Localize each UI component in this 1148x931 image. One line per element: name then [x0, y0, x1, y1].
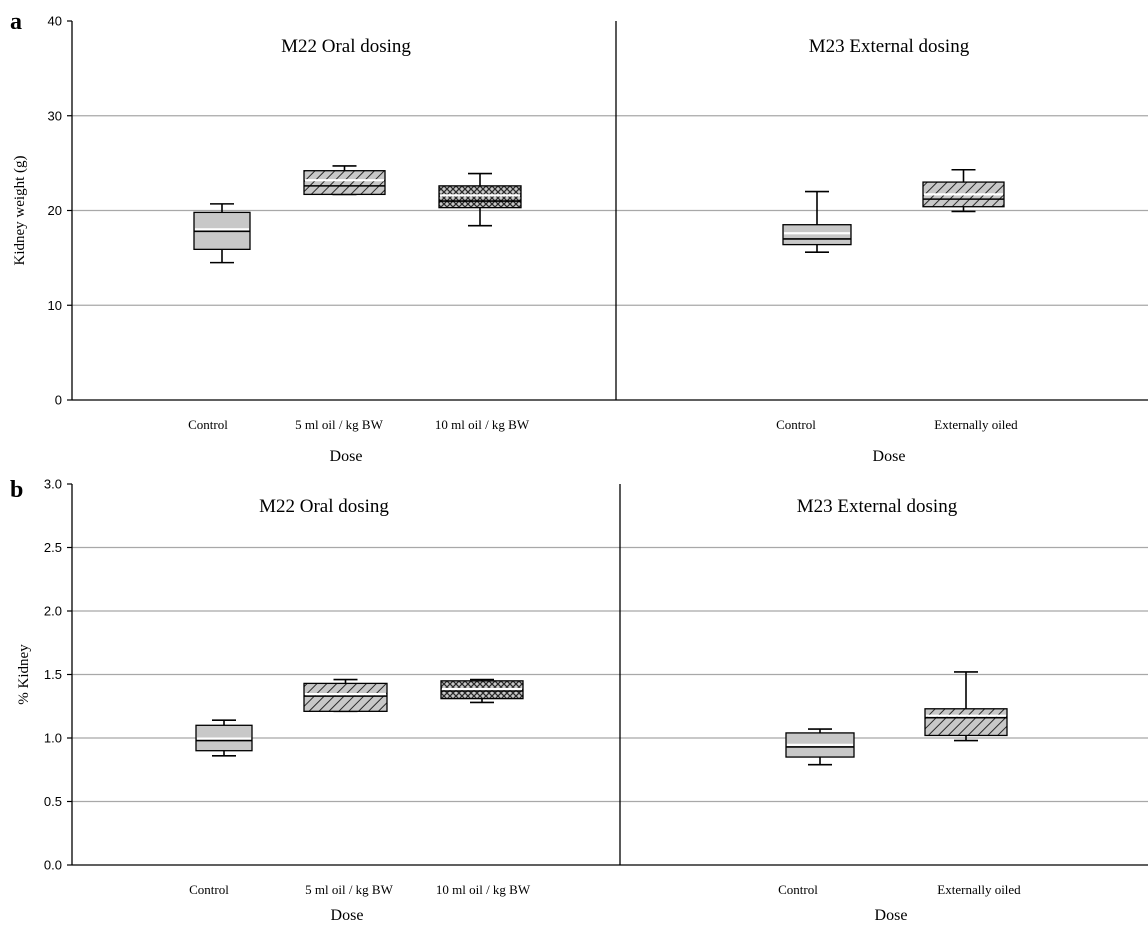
box-iqr: [438, 185, 522, 209]
panel-letter: b: [10, 477, 23, 503]
x-tick-label: Control: [189, 882, 229, 897]
x-tick-label: 10 ml oil / kg BW: [435, 417, 530, 432]
x-tick-label: Control: [776, 417, 816, 432]
x-tick-label: Control: [778, 882, 818, 897]
x-axis-label: Dose: [873, 448, 906, 465]
x-axis-label: Dose: [875, 907, 908, 924]
y-tick-label: 30: [48, 108, 62, 123]
section-title: M23 External dosing: [809, 36, 970, 57]
y-tick-label: 3.0: [44, 477, 62, 492]
y-tick-label: 0.5: [44, 794, 62, 809]
y-tick-label: 20: [48, 203, 62, 218]
panel-letter: a: [10, 9, 22, 35]
x-axis-label: Dose: [331, 907, 364, 924]
section-title: M23 External dosing: [797, 496, 958, 517]
x-tick-label: Externally oiled: [934, 417, 1018, 432]
section-title: M22 Oral dosing: [259, 496, 389, 517]
x-tick-label: 5 ml oil / kg BW: [295, 417, 383, 432]
y-tick-label: 0: [55, 393, 62, 408]
section-title: M22 Oral dosing: [281, 36, 411, 57]
y-axis-label: % Kidney: [16, 644, 32, 705]
box-iqr: [303, 170, 386, 196]
y-tick-label: 1.0: [44, 731, 62, 746]
box-iqr: [782, 224, 852, 246]
box-iqr: [303, 682, 388, 712]
y-axis-label: Kidney weight (g): [12, 156, 28, 266]
box-iqr: [924, 708, 1008, 737]
y-tick-label: 2.0: [44, 604, 62, 619]
y-tick-label: 10: [48, 298, 62, 313]
y-tick-label: 2.5: [44, 540, 62, 555]
x-tick-label: 5 ml oil / kg BW: [305, 882, 393, 897]
y-tick-label: 40: [48, 14, 62, 29]
x-axis-label: Dose: [330, 448, 363, 465]
x-tick-label: Control: [188, 417, 228, 432]
x-tick-label: Externally oiled: [937, 882, 1021, 897]
x-tick-label: 10 ml oil / kg BW: [436, 882, 531, 897]
y-tick-label: 1.5: [44, 667, 62, 682]
y-tick-label: 0.0: [44, 858, 62, 873]
